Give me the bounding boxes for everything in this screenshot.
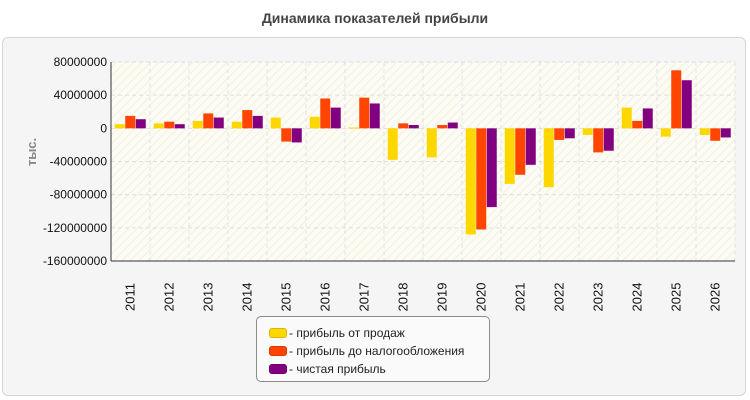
bar-0-2018 [387,128,398,160]
bar-2-2021 [525,128,536,165]
bars-layer [114,70,731,235]
bar-2-2015 [291,128,302,143]
bar-0-2017 [348,127,359,129]
bar-1-2022 [554,128,565,140]
bar-2-2017 [369,103,380,129]
x-tick-label: 2023 [591,283,606,312]
x-tick-label: 2020 [474,283,489,312]
bar-1-2024 [632,120,643,129]
legend-item-net-profit: - чистая прибыль [269,360,489,378]
bar-1-2019 [437,125,448,129]
bar-1-2012 [164,121,175,129]
bar-0-2015 [270,117,281,129]
bar-1-2017 [359,97,370,129]
legend-item-profit-before-tax: - прибыль до налогообложения [269,342,489,360]
bar-1-2018 [398,123,409,129]
bar-2-2020 [486,128,497,208]
y-tick-label: 0 [100,121,107,135]
bar-0-2022 [543,128,554,188]
x-tick-label: 2011 [123,283,138,311]
y-tick-label: 40000000 [54,88,108,102]
legend-swatch-profit-sales [269,328,287,338]
y-tick-label: -160000000 [43,254,107,268]
bar-0-2019 [426,128,437,158]
chart-title: Динамика показателей прибыли [261,10,489,26]
bar-2-2022 [564,128,575,139]
legend-swatch-net-profit [269,364,287,374]
y-tick-label: -40000000 [50,155,108,169]
bar-0-2025 [660,128,671,137]
bar-0-2014 [231,121,242,129]
bar-0-2020 [465,128,476,235]
bar-0-2016 [309,116,320,129]
bar-1-2016 [320,98,331,129]
y-tick-label: 80000000 [54,55,108,69]
bar-1-2013 [203,113,214,129]
bar-0-2023 [582,128,593,135]
bar-0-2013 [192,120,203,129]
legend-label: - прибыль до налогообложения [289,344,465,358]
bar-1-2023 [593,128,604,153]
bar-1-2015 [281,128,292,142]
x-tick-label: 2018 [396,283,411,312]
bar-2-2014 [252,115,263,129]
legend-label: - прибыль от продаж [289,326,405,340]
y-tick-label: -80000000 [50,188,108,202]
chart-legend: - прибыль от продаж - прибыль до налогоо… [256,316,490,382]
bar-2-2011 [135,119,146,129]
bar-2-2016 [330,107,341,129]
x-tick-label: 2014 [240,283,255,312]
x-tick-label: 2016 [318,283,333,312]
x-tick-label: 2019 [435,283,450,312]
bar-1-2026 [710,128,721,141]
x-tick-label: 2017 [357,283,372,312]
legend-label: - чистая прибыль [289,362,386,376]
bar-2-2025 [681,80,692,129]
bar-0-2012 [153,123,164,129]
legend-item-profit-sales: - прибыль от продаж [269,324,489,342]
bar-1-2021 [515,128,526,175]
bar-1-2011 [125,115,136,129]
bar-2-2023 [603,128,614,151]
bar-0-2026 [699,128,710,135]
bar-1-2020 [476,128,487,230]
y-tick-label: -120000000 [43,221,107,235]
x-tick-label: 2015 [279,283,294,312]
x-tick-label: 2021 [513,283,528,312]
bar-1-2014 [242,110,253,129]
bar-2-2019 [447,122,458,129]
bar-0-2011 [114,124,125,129]
bar-0-2021 [504,128,515,184]
legend-swatch-profit-before-tax [269,346,287,356]
bar-2-2026 [720,128,731,138]
y-axis-label: тыс. [24,138,39,166]
bar-2-2013 [213,117,224,129]
bar-1-2025 [671,70,682,129]
x-tick-label: 2022 [552,283,567,312]
x-tick-label: 2025 [669,283,684,312]
x-tick-label: 2012 [162,283,177,312]
x-tick-label: 2024 [630,283,645,312]
axis-layer: 80000000 40000000 0 -40000000 -80000000 -1200… [43,55,735,311]
bar-2-2018 [408,125,419,129]
bar-2-2024 [642,108,653,129]
x-tick-label: 2026 [708,283,723,312]
bar-2-2012 [174,124,185,129]
bar-0-2024 [621,107,632,129]
x-tick-label: 2013 [201,283,216,312]
